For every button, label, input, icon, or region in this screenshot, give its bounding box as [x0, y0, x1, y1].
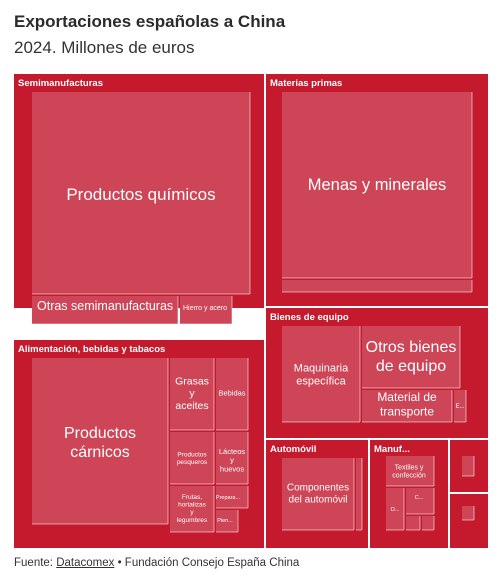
leaf-otros-sectores-1-subsector — [462, 456, 474, 476]
leaf-grasas-y-aceites-label: Grasas y aceites — [175, 375, 209, 412]
chart-subtitle: 2024. Millones de euros — [14, 38, 195, 57]
leaf-c — [406, 488, 434, 514]
group-otros-sectores-2 — [450, 494, 488, 548]
leaf-hierro-y-acero-label: Hierro y acero — [183, 305, 227, 312]
leaf-productos-carnicos — [32, 358, 168, 524]
leaf-menas-y-minerales — [282, 92, 472, 278]
leaf-grasas-y-aceites — [170, 358, 214, 430]
leaf-pien — [216, 510, 238, 532]
footer-source-link[interactable]: Datacomex — [56, 557, 115, 569]
group-semimanufacturas-label: Semimanufacturas — [18, 78, 103, 89]
leaf-material-de-transporte — [362, 390, 452, 422]
leaf-productos-carnicos-label: Productos cárnicos — [64, 425, 136, 461]
leaf-productos-quimicos — [32, 92, 250, 294]
leaf-pien-label: Pien... — [217, 518, 233, 524]
leaf-otros-bienes-de-equipo-label: Otros bienes de equipo — [366, 339, 457, 375]
footer-suffix: • Fundación Consejo España China — [114, 557, 300, 569]
group-bienes-de-equipo-label: Bienes de equipo — [270, 312, 349, 323]
chart-title: Exportaciones españolas a China — [14, 12, 286, 31]
leaf-componentes-del-automovil-label: Componentes del automóvil — [287, 483, 349, 506]
leaf-o — [386, 488, 404, 530]
leaf-textiles-y-confeccion-label: Textiles y confección — [392, 464, 426, 479]
leaf-otras-manufacturas-2 — [422, 516, 434, 530]
leaf-productos-quimicos-label: Productos químicos — [66, 185, 215, 204]
leaf-o-label: O... — [391, 507, 400, 513]
leaf-material-de-transporte-label: Material de transporte — [377, 390, 437, 418]
leaf-c-label: C... — [415, 495, 424, 501]
footer-prefix: Fuente: — [14, 557, 57, 569]
leaf-prepara — [216, 486, 248, 508]
leaf-prepara-label: Prepara... — [216, 495, 241, 501]
group-manuf-label: Manuf... — [374, 444, 410, 455]
group-automovil-label: Automóvil — [270, 444, 316, 455]
leaf-otros-bienes-de-equipo — [362, 326, 460, 388]
chart-footer: Fuente: Datacomex • Fundación Consejo Es… — [14, 557, 299, 569]
leaf-maquinaria-especifica — [282, 326, 360, 422]
group-alimentacion-bebidas-y-tabacos-label: Alimentación, bebidas y tabacos — [18, 344, 165, 355]
leaf-menas-y-minerales-label: Menas y minerales — [308, 176, 446, 194]
leaf-frutas-hortalizas-y-legumbres-label: Frutas, hortalizas y legumbres — [177, 494, 208, 524]
leaf-e-label: E... — [455, 404, 464, 410]
leaf-productos-pesqueros — [170, 432, 214, 484]
leaf-productos-pesqueros-label: Productos pesqueros — [177, 451, 208, 466]
leaf-otras-semimanufacturas-label: Otras semimanufacturas — [37, 299, 173, 313]
leaf-hierro-y-acero — [180, 296, 232, 324]
leaf-otros-automovil — [356, 458, 362, 530]
leaf-otros-sectores-2-subsector — [462, 506, 474, 520]
leaf-lacteos-y-huevos — [216, 432, 248, 484]
group-materias-primas-label: Materias primas — [270, 78, 342, 89]
leaf-lacteos-y-huevos-label: Lácteos y huevos — [219, 447, 246, 474]
leaf-maquinaria-especifica-label: Maquinaria específica — [294, 362, 349, 387]
leaf-otras-manufacturas-1 — [406, 516, 420, 530]
leaf-frutas-hortalizas-y-legumbres — [170, 486, 214, 532]
leaf-textiles-y-confeccion — [386, 456, 434, 486]
leaf-e — [454, 390, 466, 422]
leaf-otras-materias-primas — [282, 280, 472, 292]
leaf-componentes-del-automovil — [282, 458, 354, 530]
leaf-bebidas-label: Bebidas — [218, 389, 245, 398]
leaf-bebidas — [216, 358, 248, 430]
leaf-otras-semimanufacturas — [32, 296, 178, 324]
